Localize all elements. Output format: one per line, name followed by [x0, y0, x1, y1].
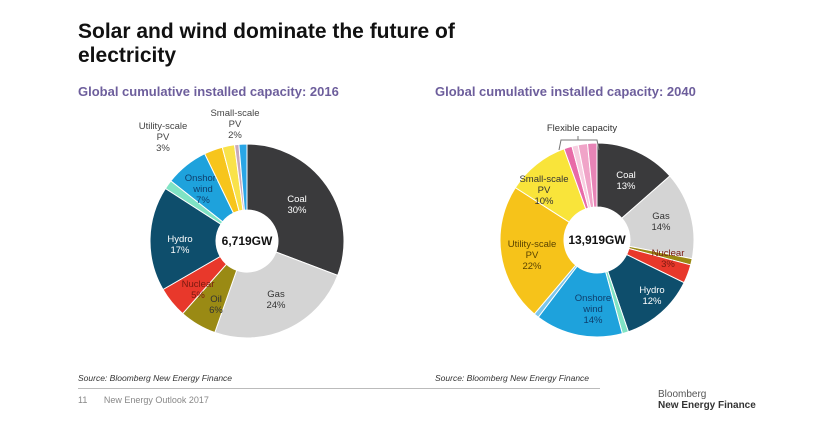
slice-label: Coal 13%	[616, 170, 636, 192]
slice-label: Utility-scale PV 3%	[139, 121, 188, 154]
publication-name: New Energy Outlook 2017	[103, 395, 209, 405]
chart-title-2040: Global cumulative installed capacity: 20…	[435, 84, 696, 99]
logo-line-2: New Energy Finance	[658, 400, 756, 411]
slice-label: Gas 24%	[266, 289, 286, 311]
donut-2016: Coal 30% Gas 24% Oil 6%Nuclear 5% Hydro 17% Onsho…	[139, 108, 345, 339]
slice-label: Gas 14%	[651, 211, 671, 233]
slice-unlabeled-13	[586, 142, 598, 208]
slice-utility-scale-pv	[499, 186, 577, 315]
slice-label: Small-scale PV 10%	[519, 174, 568, 207]
slice-unlabeled-10	[238, 143, 248, 211]
slice-label: Oil 6%	[209, 294, 223, 316]
slice-label: Hydro 17%	[167, 234, 192, 256]
slice-label: Onshore wind 14%	[575, 293, 611, 326]
slice-label: Utility-scale PV 22%	[508, 239, 557, 272]
center-total-label: 6,719GW	[222, 234, 273, 248]
bnef-logo: Bloomberg New Energy Finance	[658, 389, 756, 411]
slice-hydro	[149, 187, 222, 291]
page-title: Solar and wind dominate the future of el…	[78, 20, 455, 67]
chart-title-2016: Global cumulative installed capacity: 20…	[78, 84, 339, 99]
page-number: 11	[78, 395, 88, 405]
slice-label: Nuclear 5%	[182, 279, 215, 301]
slice-gas	[214, 251, 339, 339]
slice-label: Small-scale PV 2%	[210, 108, 259, 141]
slice-label: Coal 30%	[287, 194, 307, 216]
footer: 11 New Energy Outlook 2017	[78, 395, 209, 405]
slice-coal	[596, 142, 671, 219]
source-2040: Source: Bloomberg New Energy Finance	[435, 373, 590, 383]
slice-label: Onshore wind 7%	[185, 173, 221, 206]
slice-label: Hydro 12%	[639, 285, 664, 307]
divider	[78, 388, 600, 389]
donut-2040: Coal 13% Gas 14% Nuclear 3% Hydro 12% Onshore win…	[499, 123, 695, 338]
logo-line-1: Bloomberg	[658, 389, 707, 400]
center-total-label: 13,919GW	[568, 233, 626, 247]
flexible-capacity-bracket	[558, 136, 600, 151]
slice-label: Nuclear 3%	[652, 248, 685, 270]
slice-coal	[246, 143, 345, 277]
flexible-capacity-annotation: Flexible capacity	[547, 123, 617, 134]
source-2016: Source: Bloomberg New Energy Finance	[78, 373, 233, 383]
